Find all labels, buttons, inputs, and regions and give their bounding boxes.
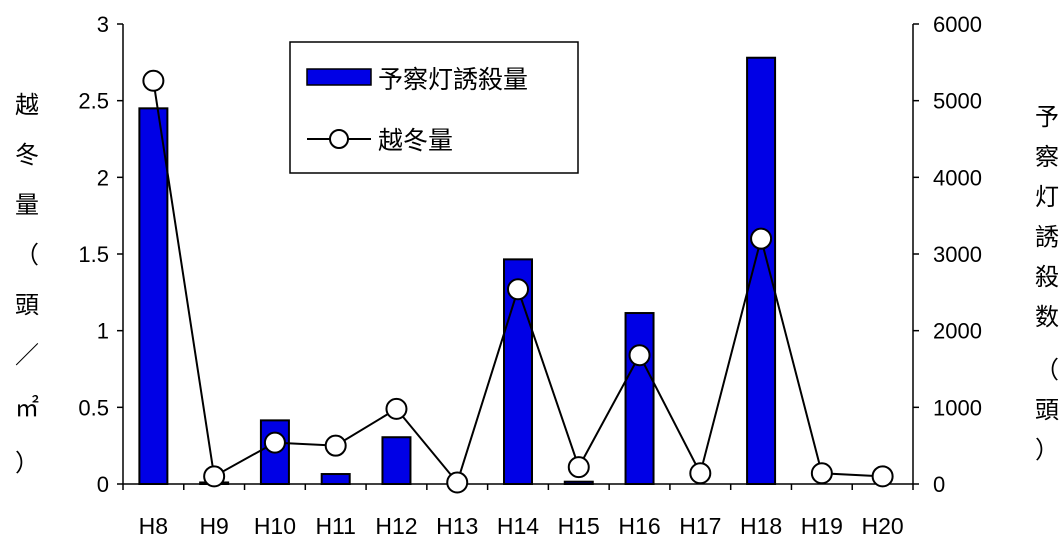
line-point-H17 [689, 462, 712, 485]
line-point-H20 [871, 465, 894, 488]
line-point-H14 [507, 278, 529, 301]
legend-line-marker [329, 129, 349, 149]
bar-H8 [138, 107, 169, 485]
category-label: H11 [315, 513, 356, 539]
left-tick-label: 1 [97, 319, 109, 344]
right-tick-label: 4000 [933, 165, 982, 190]
right-tick-label: 1000 [933, 395, 982, 420]
axis-labels: 越冬量（頭／㎡） 予察灯誘殺数（頭） [15, 91, 1059, 477]
line-point-H11 [324, 434, 347, 457]
line-point-H12 [385, 397, 408, 420]
category-label: H13 [436, 513, 478, 539]
legend-bar-swatch [306, 68, 372, 86]
category-label: H18 [740, 513, 782, 539]
category-label: H17 [679, 513, 721, 539]
left-tick-label: 1.5 [78, 242, 109, 267]
line-point-H13 [446, 471, 469, 494]
bar-H15 [563, 480, 594, 486]
line-point-H9 [203, 465, 226, 488]
category-label: H15 [558, 513, 600, 539]
line-point-H18 [750, 227, 773, 250]
line-point-H16 [628, 344, 651, 367]
line-point-H10 [263, 431, 286, 454]
bar-H12 [381, 436, 412, 486]
category-label: H12 [375, 513, 417, 539]
left-tick-label: 0.5 [78, 395, 109, 420]
bar-H11 [320, 473, 351, 485]
right-tick-label: 6000 [933, 12, 982, 37]
y2-axis-label: 予察灯誘殺数（頭） [1035, 103, 1059, 464]
category-label: H10 [254, 513, 296, 539]
left-tick-label: 3 [97, 12, 109, 37]
left-tick-label: 2 [97, 165, 109, 190]
category-label: H20 [862, 513, 904, 539]
legend: 予察灯誘殺量 越冬量 [289, 41, 579, 174]
category-label: H14 [497, 513, 539, 539]
right-tick-label: 5000 [933, 89, 982, 114]
category-label: H16 [618, 513, 660, 539]
line-series [142, 69, 894, 494]
category-label: H19 [801, 513, 843, 539]
category-label: H9 [199, 513, 228, 539]
legend-label-line: 越冬量 [378, 126, 453, 155]
tick-labels: 0 0 0.5 1000 1 2000 1.5 3000 2 4000 2.5 5000 3 6000 [78, 12, 982, 497]
bar-H16 [624, 312, 655, 485]
left-tick-label: 0 [97, 472, 109, 497]
y-axis-label: 越冬量（頭／㎡） [15, 91, 39, 477]
right-tick-label: 3000 [933, 242, 982, 267]
line-point-H15 [567, 456, 590, 479]
bar-H10 [259, 419, 290, 486]
right-tick-label: 2000 [933, 319, 982, 344]
category-labels: H8 H9 H10 H11 H12 H13 H14 H15 H16 H17 H18 H19 H20 [139, 513, 904, 539]
category-label: H8 [139, 513, 168, 539]
line-point-H8 [142, 69, 165, 92]
bar-H18 [746, 56, 777, 485]
legend-box [289, 41, 579, 174]
right-tick-label: 0 [933, 472, 945, 497]
line-point-H19 [810, 462, 833, 485]
left-tick-label: 2.5 [78, 89, 109, 114]
legend-label-bar: 予察灯誘殺量 [378, 65, 528, 94]
